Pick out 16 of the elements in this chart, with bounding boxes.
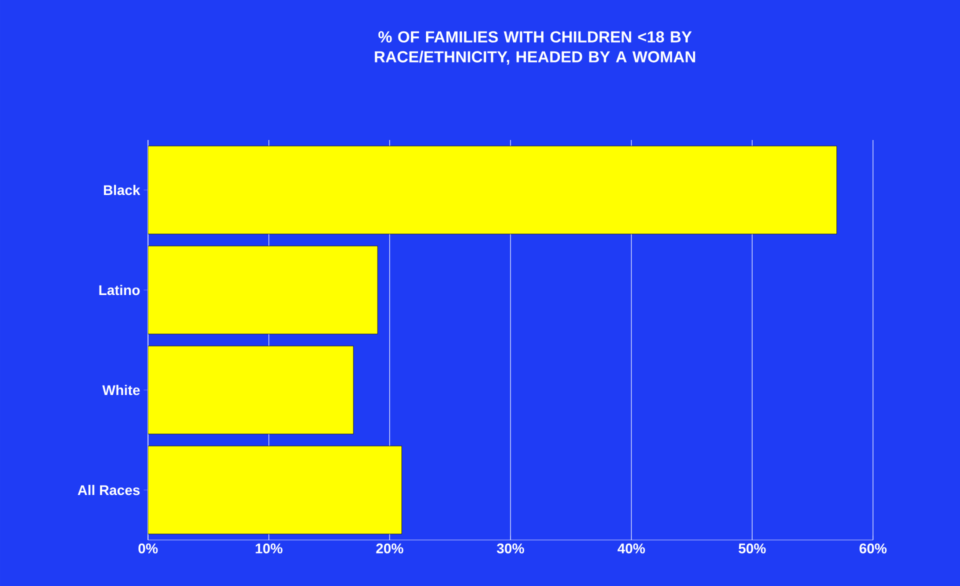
y-tick-label: Latino — [99, 284, 140, 296]
bar — [148, 346, 354, 434]
chart-title: % OF FAMILIES WITH CHILDREN <18 BY RACE/ETHNICITY, HEADED BY A WOMAN — [374, 31, 696, 65]
x-tick-label: 10% — [256, 544, 282, 554]
bar — [148, 246, 378, 334]
bar — [148, 146, 837, 234]
y-tick-label: Black — [104, 184, 140, 196]
y-tick-label: White — [102, 384, 140, 396]
bar — [148, 446, 402, 534]
x-tick-label: 60% — [860, 544, 887, 554]
x-tick-label: 30% — [496, 544, 524, 554]
x-tick-label: 50% — [738, 544, 766, 554]
x-tick-label: 40% — [618, 544, 645, 554]
y-tick-label: All Races — [78, 484, 140, 496]
x-tick-label: 20% — [376, 544, 404, 554]
x-tick-label: 0% — [138, 544, 158, 554]
